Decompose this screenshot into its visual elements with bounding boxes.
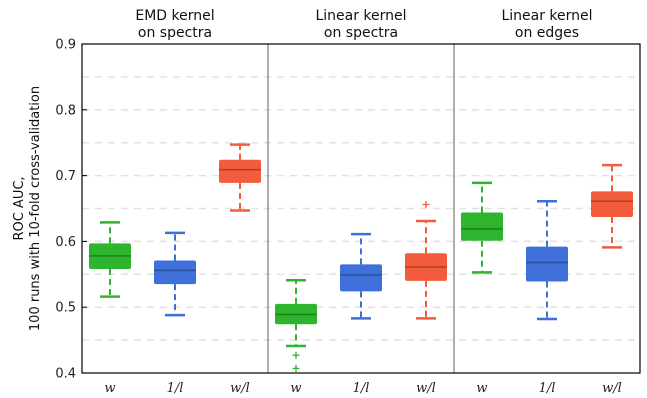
y-tick-label: 0.9 (55, 38, 76, 53)
box-w: w (275, 278, 317, 396)
iqr-box (591, 191, 633, 218)
x-tick-label: 1/l (539, 381, 556, 396)
x-tick-label: w/l (416, 381, 436, 396)
y-tick-label: 0.4 (55, 367, 76, 382)
y-tick-label: 0.6 (55, 235, 76, 250)
plot-frame (81, 43, 641, 374)
outlier-marker (292, 364, 300, 372)
panel-title: Linear kernel on edges (501, 8, 592, 41)
panel-title-line: EMD kernel (135, 8, 214, 24)
iqr-box (461, 212, 503, 241)
box-1-l: 1/l (340, 232, 382, 396)
y-tick-label: 0.7 (55, 169, 76, 184)
panel-title-line: Linear kernel (315, 8, 406, 24)
iqr-box (219, 159, 261, 183)
x-tick-label: w (104, 381, 115, 396)
x-tick-label: w (476, 381, 487, 396)
panel-title-line: on edges (515, 25, 579, 41)
iqr-box (340, 264, 382, 292)
outlier-marker (422, 201, 430, 209)
y-tick-label: 0.5 (55, 301, 76, 316)
y-tick-label: 0.8 (55, 103, 76, 118)
iqr-box (526, 246, 568, 282)
panel-3: Linear kernel on edges w 1/l w/l (453, 8, 633, 396)
x-tick-label: 1/l (167, 381, 184, 396)
panel-title: Linear kernel on spectra (315, 8, 406, 41)
box-1-l: 1/l (526, 200, 568, 396)
box-w-l: w/l (219, 143, 261, 396)
outlier-marker (292, 351, 300, 359)
y-axis: 0.4 0.5 0.6 0.7 0.8 0.9 (55, 38, 87, 382)
y-axis-label: ROC AUC,100 runs with 10-fold cross-vali… (12, 86, 43, 331)
panel-title-line: Linear kernel (501, 8, 592, 24)
y-axis-label-line: ROC AUC, (12, 176, 27, 240)
panel-1: EMD kernel on spectra w 1/l w/l (89, 8, 261, 396)
box-w-l: w/l (591, 163, 633, 396)
panel-title-line: on spectra (324, 25, 398, 41)
iqr-box (154, 260, 196, 285)
x-tick-label: w/l (230, 381, 250, 396)
panel-title: EMD kernel on spectra (135, 8, 214, 41)
box-w-l: w/l (405, 201, 447, 396)
y-axis-label-line: 100 runs with 10-fold cross-validation (28, 86, 43, 331)
panel-2: Linear kernel on spectra w 1/l w/l (267, 8, 447, 396)
box-1-l: 1/l (154, 231, 196, 396)
box-w: w (89, 221, 131, 396)
box-w: w (461, 181, 503, 396)
grid-lines (82, 76, 640, 341)
x-tick-label: w (290, 381, 301, 396)
x-tick-label: w/l (602, 381, 622, 396)
x-tick-label: 1/l (353, 381, 370, 396)
panel-title-line: on spectra (138, 25, 212, 41)
